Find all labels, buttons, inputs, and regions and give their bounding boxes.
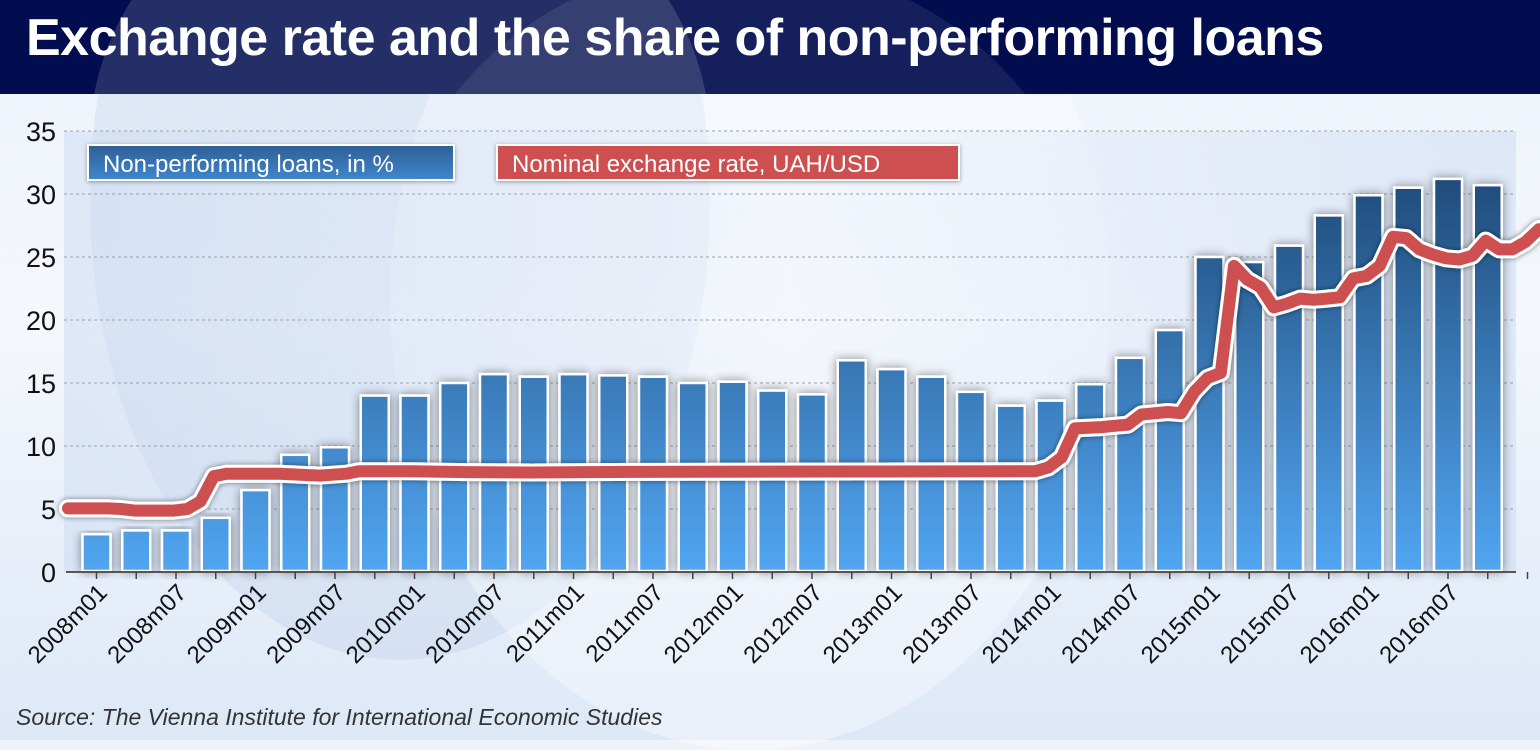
y-tick-label: 5	[41, 495, 56, 525]
x-tick-label: 2013m01	[818, 579, 908, 669]
x-tick-label: 2012m01	[659, 579, 749, 669]
bar	[997, 406, 1025, 571]
x-tick-label: 2015m01	[1136, 579, 1226, 669]
x-tick-label: 2010m01	[341, 579, 431, 669]
y-tick-label: 20	[26, 306, 56, 336]
legend-npl-label: Non-performing loans, in %	[103, 151, 394, 178]
x-tick-label: 2009m01	[182, 579, 272, 669]
bar	[361, 396, 389, 571]
bar	[122, 530, 150, 571]
source-note: Source: The Vienna Institute for Interna…	[16, 704, 663, 731]
x-tick-label: 2009m07	[261, 579, 351, 669]
x-tick-label: 2012m07	[738, 579, 828, 669]
bar	[1235, 262, 1263, 571]
y-tick-label: 30	[26, 180, 56, 210]
x-tick-label: 2016m07	[1374, 579, 1464, 669]
x-tick-label: 2011m01	[501, 579, 590, 668]
bar	[1116, 358, 1144, 571]
y-tick-label: 35	[26, 117, 56, 147]
x-tick-label: 2011m07	[581, 579, 670, 668]
y-tick-label: 0	[41, 558, 56, 588]
y-tick-label: 10	[26, 432, 56, 462]
bar	[1434, 179, 1462, 571]
bar	[202, 518, 230, 571]
bar	[758, 391, 786, 571]
y-tick-label: 25	[26, 243, 56, 273]
legend-npl: Non-performing loans, in %	[87, 144, 455, 181]
bar	[1076, 384, 1104, 571]
bar	[1037, 401, 1065, 571]
y-axis-ticks: 0 5 10 15 20 25 30 35	[26, 117, 56, 588]
x-axis	[66, 572, 1528, 579]
x-tick-label: 2013m07	[897, 579, 987, 669]
x-tick-label: 2016m01	[1295, 579, 1385, 669]
y-tick-label: 15	[26, 369, 56, 399]
legend-fx: Nominal exchange rate, UAH/USD	[496, 144, 960, 181]
bar	[1196, 257, 1224, 571]
bars	[83, 179, 1502, 571]
x-tick-label: 2010m07	[420, 579, 510, 669]
bar	[162, 530, 190, 571]
bar	[401, 396, 429, 571]
x-axis-labels: 2008m012008m072009m012009m072010m012010m…	[23, 579, 1464, 669]
x-tick-label: 2015m07	[1215, 579, 1305, 669]
x-tick-label: 2008m07	[102, 579, 192, 669]
bar	[1315, 215, 1343, 571]
bar	[798, 394, 826, 571]
x-tick-label: 2014m07	[1056, 579, 1146, 669]
x-tick-label: 2014m01	[977, 579, 1067, 669]
bar	[1156, 330, 1184, 571]
bar	[242, 490, 270, 571]
bar	[957, 392, 985, 571]
legend-fx-label: Nominal exchange rate, UAH/USD	[512, 151, 880, 178]
x-tick-label: 2008m01	[23, 579, 113, 669]
bar	[83, 534, 111, 571]
